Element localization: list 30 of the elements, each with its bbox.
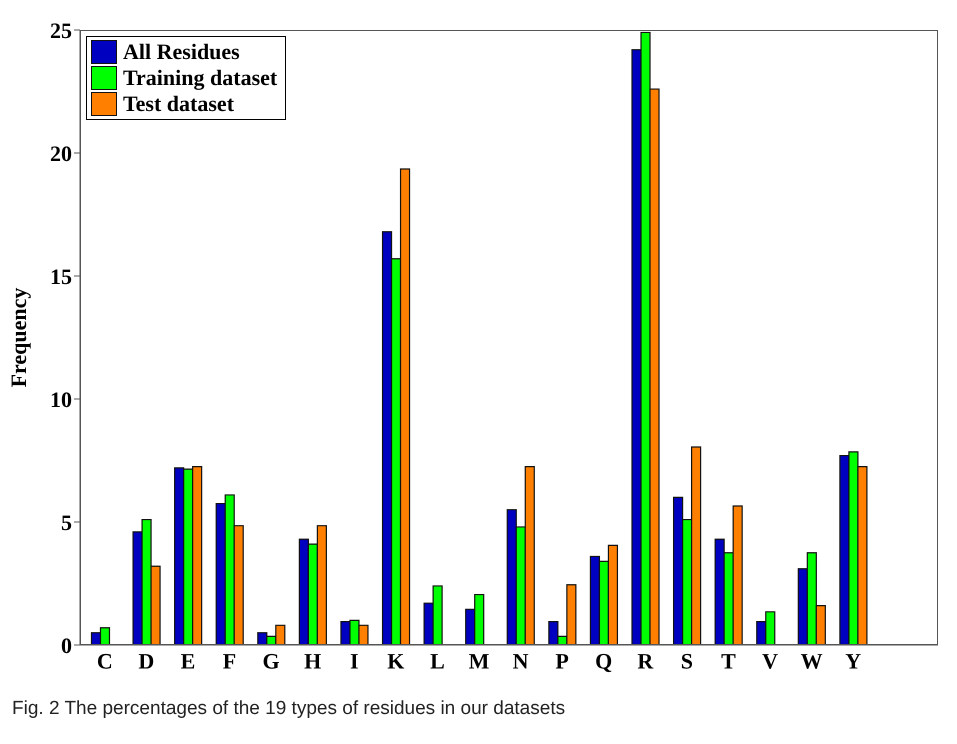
legend-label: Test dataset [123,91,234,117]
x-tick-label: R [637,648,654,674]
y-tick-label: 10 [50,386,72,412]
x-tick-label: F [222,648,236,674]
y-tick-label: 15 [50,264,72,289]
x-tick-label: C [96,648,113,674]
x-tick-label: V [762,648,778,674]
legend-label: Training dataset [123,65,278,91]
caption: Fig. 2 The percentages of the 19 types of residues in our datasets [12,698,566,720]
x-tick-label: L [430,648,445,674]
x-tick-label: Y [845,648,862,674]
y-tick-label: 5 [61,510,72,535]
y-tick-label: 25 [50,18,72,43]
x-tick-label: P [555,648,569,674]
x-tick-label: N [512,648,529,674]
x-tick-label: I [350,648,359,674]
y-tick-label: 20 [50,140,72,166]
x-tick-label: S [680,648,694,674]
x-tick-label: W [800,648,823,674]
x-tick-label: Q [595,648,612,674]
y-axis-title: Frequency [6,288,31,388]
x-tick-label: G [262,648,280,674]
x-tick-label: T [721,648,736,674]
x-tick-label: K [387,648,404,674]
x-tick-label: H [304,648,322,674]
y-tick-label: 0 [61,632,72,658]
x-tick-label: E [180,648,196,674]
legend-label: All Residues [123,39,240,65]
x-tick-label: M [468,648,490,674]
x-tick-label: D [138,648,154,674]
